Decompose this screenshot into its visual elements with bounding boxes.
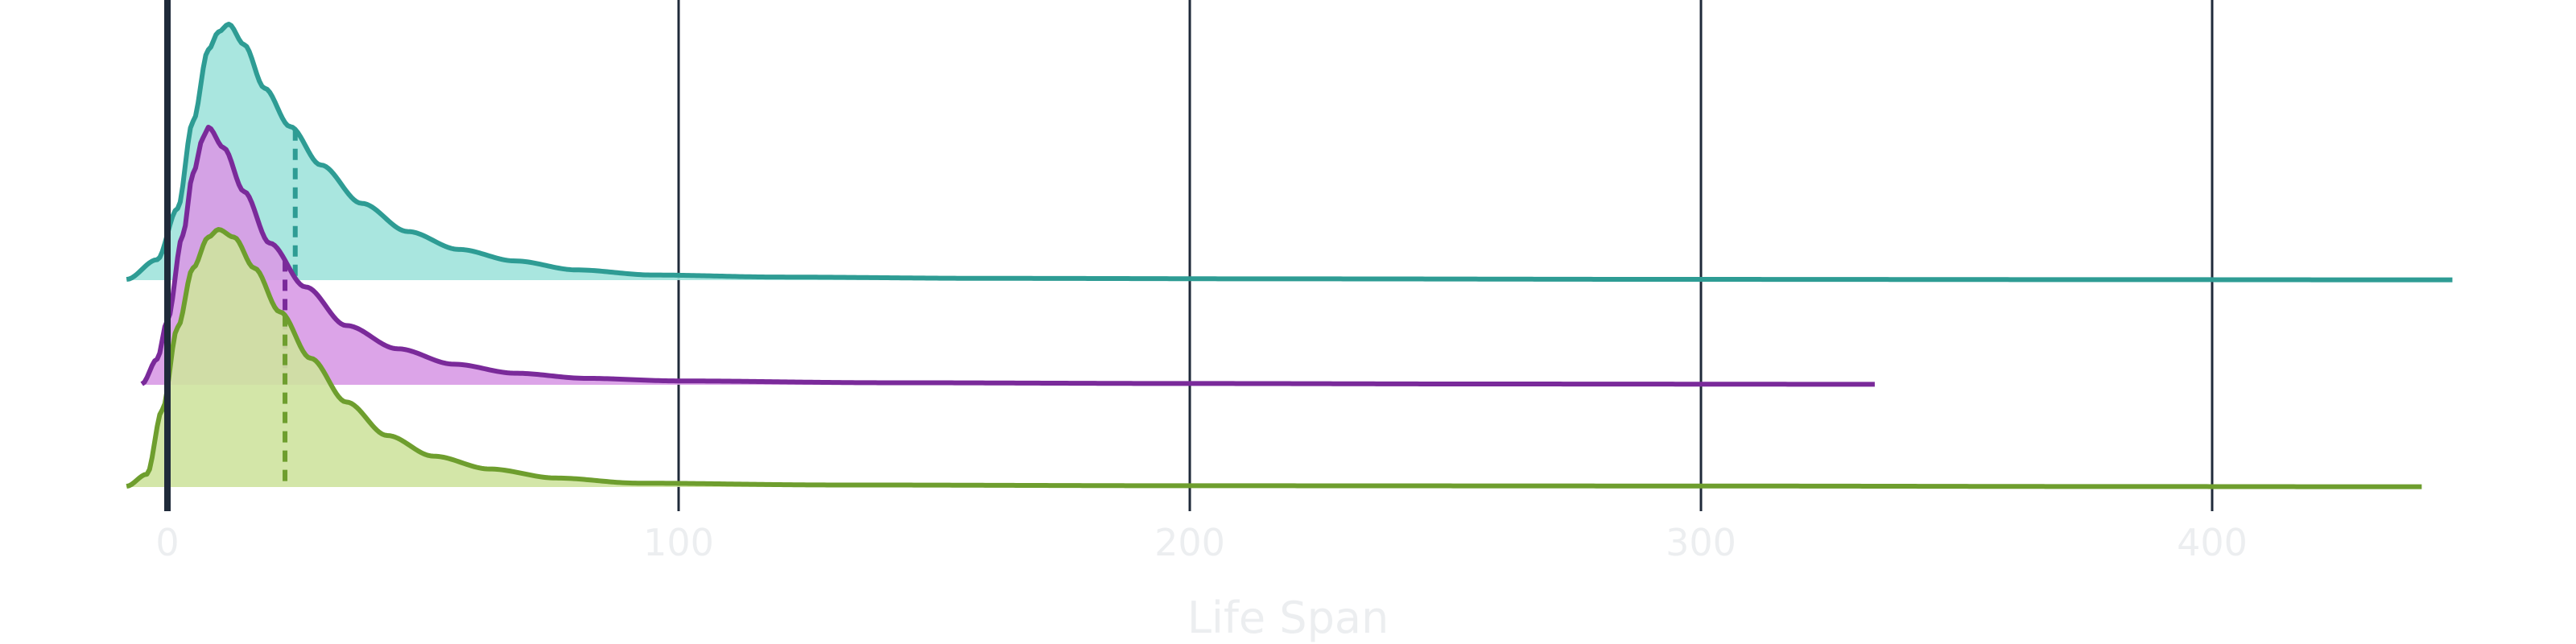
x-tick-label-400: 400 [2177,521,2248,564]
x-tick-labels: 0 100 200 300 400 [155,521,2248,564]
ridge-line-top [126,22,2453,283]
ridge-fill-top [126,24,2453,280]
x-tick-label-300: 300 [1666,521,1736,564]
x-tick-label-100: 100 [643,521,714,564]
ridges [126,22,2453,489]
grid-lines [677,0,2214,511]
x-tick-label-0: 0 [155,521,179,564]
ridge-line-bottom [126,227,2422,489]
x-tick-label-200: 200 [1154,521,1225,564]
x-axis-label: Life Span [1187,592,1389,643]
ridge-fill-bottom [126,229,2422,487]
ridge-bottom [126,227,2422,489]
ridge-line-middle [140,125,1875,387]
ridge-top [126,22,2453,283]
